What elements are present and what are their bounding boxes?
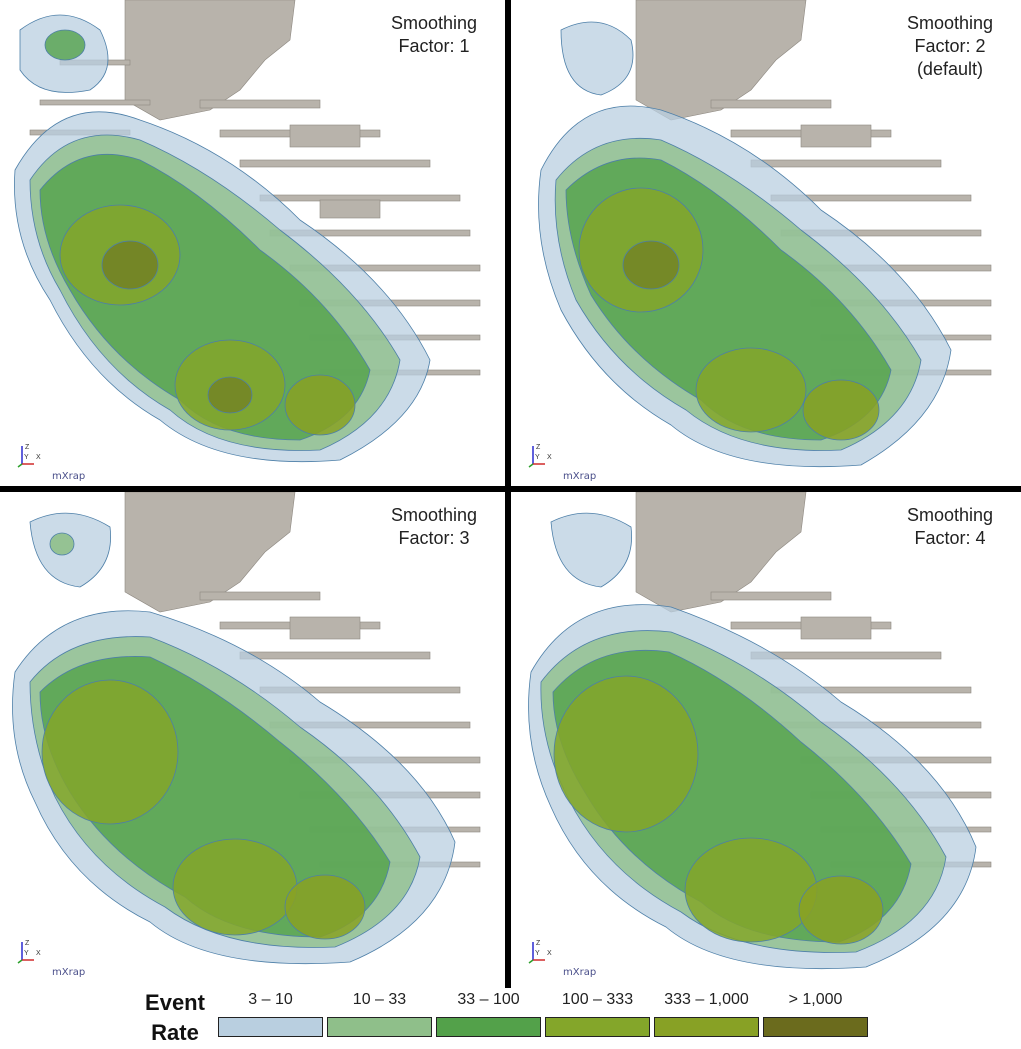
viewport-panel-smoothing-1[interactable]: Smoothing Factor: 1 Z Y X mXrap (0, 0, 505, 486)
title-line: Smoothing (390, 13, 477, 33)
axis-y-label: Y (24, 950, 29, 957)
legend-label: 333 – 1,000 (664, 991, 749, 1008)
panel-title: Smoothing Factor: 1 (391, 12, 477, 58)
legend-label: 100 – 333 (561, 991, 634, 1008)
title-line: Smoothing (390, 505, 477, 525)
seismic-isosurface-render (538, 0, 992, 468)
event-rate-shells (12, 512, 456, 965)
viewport-panel-smoothing-2[interactable]: Smoothing Factor: 2 (default) Z Y X mXra… (511, 0, 1021, 486)
viewport-panel-smoothing-3[interactable]: Smoothing Factor: 3 Z Y X mXrap (0, 492, 505, 982)
axis-x-label: X (547, 454, 552, 461)
legend-item: 333 – 1,000 (654, 990, 759, 1037)
mxrap-logo: mXrap (52, 967, 86, 978)
legend-label: 33 – 100 (457, 991, 520, 1008)
legend-item: 33 – 100 (436, 990, 541, 1037)
axis-y-label: Y (535, 454, 540, 461)
title-line: Factor: 1 (398, 36, 470, 56)
legend-swatch (545, 1017, 650, 1037)
legend-title: Event Rate (140, 988, 210, 1048)
axis-x-label: X (36, 454, 41, 461)
title-line: Smoothing (906, 13, 993, 33)
legend-label: > 1,000 (788, 991, 843, 1008)
legend-item: 100 – 333 (545, 990, 650, 1037)
title-line: Factor: 2 (914, 36, 986, 56)
vertical-divider (505, 0, 511, 988)
legend-swatch (436, 1017, 541, 1037)
event-rate-shells (14, 14, 431, 463)
seismic-isosurface-render (528, 492, 992, 970)
mxrap-logo: mXrap (563, 471, 597, 482)
mxrap-logo: mXrap (52, 471, 86, 482)
title-line: Factor: 3 (398, 528, 470, 548)
axis-triad-icon: Z Y X (17, 940, 41, 964)
legend-label: 3 – 10 (248, 991, 293, 1008)
panel-title: Smoothing Factor: 3 (391, 504, 477, 550)
title-line: (default) (916, 59, 983, 79)
legend-swatch (218, 1017, 323, 1037)
legend-title-line: Event (145, 990, 205, 1015)
legend-label: 10 – 33 (352, 991, 407, 1008)
axis-y-label: Y (24, 454, 29, 461)
axis-z-label: Z (25, 940, 30, 947)
axis-triad-icon: Z Y X (528, 940, 552, 964)
seismic-isosurface-render (14, 0, 481, 463)
legend-swatch (327, 1017, 432, 1037)
legend-item: 3 – 10 (218, 990, 323, 1037)
legend-title-line: Rate (151, 1020, 199, 1045)
legend-swatch (654, 1017, 759, 1037)
event-rate-shells (528, 512, 977, 970)
viewport-panel-smoothing-4[interactable]: Smoothing Factor: 4 Z Y X mXrap (511, 492, 1021, 982)
panel-title: Smoothing Factor: 2 (default) (907, 12, 993, 81)
axis-triad-icon: Z Y X (17, 444, 41, 468)
axis-z-label: Z (536, 940, 541, 947)
seismic-isosurface-render (12, 492, 481, 965)
event-rate-shells (538, 21, 952, 468)
axis-z-label: Z (25, 444, 30, 451)
axis-triad-icon: Z Y X (528, 444, 552, 468)
axis-y-label: Y (535, 950, 540, 957)
axis-x-label: X (547, 950, 552, 957)
legend-item: > 1,000 (763, 990, 868, 1037)
title-line: Factor: 4 (914, 528, 986, 548)
legend-swatch (763, 1017, 868, 1037)
legend-item: 10 – 33 (327, 990, 432, 1037)
panel-title: Smoothing Factor: 4 (907, 504, 993, 550)
mxrap-logo: mXrap (563, 967, 597, 978)
axis-z-label: Z (536, 444, 541, 451)
axis-x-label: X (36, 950, 41, 957)
title-line: Smoothing (906, 505, 993, 525)
horizontal-divider (0, 486, 1021, 492)
